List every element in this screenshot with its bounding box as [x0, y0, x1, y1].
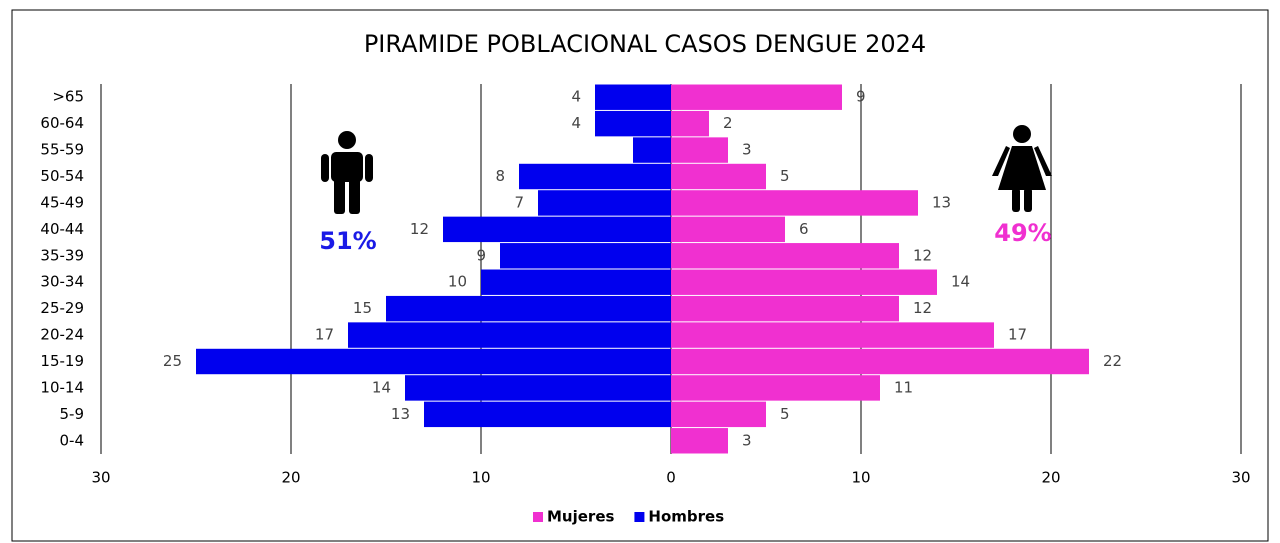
frame	[11, 9, 1269, 542]
data-label: 22	[1103, 352, 1122, 370]
bar	[386, 295, 671, 322]
data-label: 15	[353, 299, 372, 317]
bar	[671, 348, 1089, 375]
data-label: 4	[571, 114, 581, 132]
data-label: 5	[780, 405, 790, 423]
bar	[443, 216, 671, 243]
data-label: 9	[856, 88, 866, 106]
data-label: 7	[514, 193, 524, 211]
male-icon	[321, 131, 373, 214]
legend-label: Hombres	[648, 508, 724, 526]
bar	[196, 348, 671, 375]
y-tick-label: 10-14	[40, 378, 84, 396]
y-tick-label: 35-39	[40, 246, 84, 264]
y-tick-label: 45-49	[40, 193, 84, 211]
bar	[348, 322, 671, 348]
y-tick-label: 0-4	[60, 431, 85, 449]
y-tick-label: 5-9	[60, 405, 85, 423]
x-tick-label: 10	[851, 469, 870, 487]
x-tick-label: 30	[91, 469, 110, 487]
bar	[671, 401, 766, 428]
bar	[481, 269, 671, 295]
bar	[671, 322, 994, 348]
data-label: 2	[723, 114, 733, 132]
y-tick-label: 60-64	[40, 114, 84, 132]
y-tick-label: 55-59	[40, 141, 84, 159]
data-label: 3	[742, 431, 752, 449]
data-label: 13	[932, 193, 951, 211]
bar	[671, 243, 899, 269]
data-label: 25	[163, 352, 182, 370]
data-label: 17	[1008, 326, 1027, 344]
bar	[671, 163, 766, 190]
y-tick-label: >65	[52, 88, 84, 106]
y-tick-label: 40-44	[40, 220, 84, 238]
y-tick-label: 15-19	[40, 352, 84, 370]
bar	[671, 375, 880, 401]
bar	[671, 190, 918, 216]
chart-title: PIRAMIDE POBLACIONAL CASOS DENGUE 2024	[364, 30, 926, 58]
legend-swatch	[634, 512, 645, 522]
y-tick-label: 20-24	[40, 326, 84, 344]
x-tick-label: 0	[666, 469, 676, 487]
bar	[405, 375, 671, 401]
bar	[671, 84, 842, 110]
data-label: 11	[894, 378, 913, 396]
legend-label: Mujeres	[547, 508, 614, 526]
bar	[424, 401, 671, 428]
data-label: 8	[495, 167, 505, 185]
data-label: 4	[571, 88, 581, 106]
data-label: 5	[780, 167, 790, 185]
y-tick-label: 30-34	[40, 273, 84, 291]
legend-swatch	[533, 512, 543, 522]
data-label: 10	[448, 273, 467, 291]
annotation: 51%	[319, 227, 376, 255]
x-tick-label: 30	[1231, 469, 1250, 487]
data-label: 12	[410, 220, 429, 238]
bar	[671, 137, 728, 163]
data-label: 3	[742, 141, 752, 159]
data-label: 13	[391, 405, 410, 423]
data-label: 9	[476, 246, 486, 264]
data-label: 14	[372, 378, 391, 396]
data-label: 12	[913, 246, 932, 264]
x-tick-label: 10	[471, 469, 490, 487]
bar	[538, 190, 671, 216]
bar	[633, 137, 671, 163]
data-label: 12	[913, 299, 932, 317]
bar	[595, 84, 671, 110]
data-label: 6	[799, 220, 809, 238]
bar	[671, 269, 937, 295]
x-tick-label: 20	[281, 469, 300, 487]
bar	[519, 163, 671, 190]
bar	[595, 110, 671, 137]
bar	[671, 295, 899, 322]
annotation: 49%	[994, 219, 1051, 247]
data-label: 17	[315, 326, 334, 344]
female-icon	[992, 125, 1052, 212]
bar	[671, 216, 785, 243]
y-tick-label: 50-54	[40, 167, 84, 185]
bar	[500, 243, 671, 269]
y-tick-label: 25-29	[40, 299, 84, 317]
bar	[671, 110, 709, 137]
x-tick-label: 20	[1041, 469, 1060, 487]
data-label: 14	[951, 273, 970, 291]
bar	[671, 428, 728, 454]
